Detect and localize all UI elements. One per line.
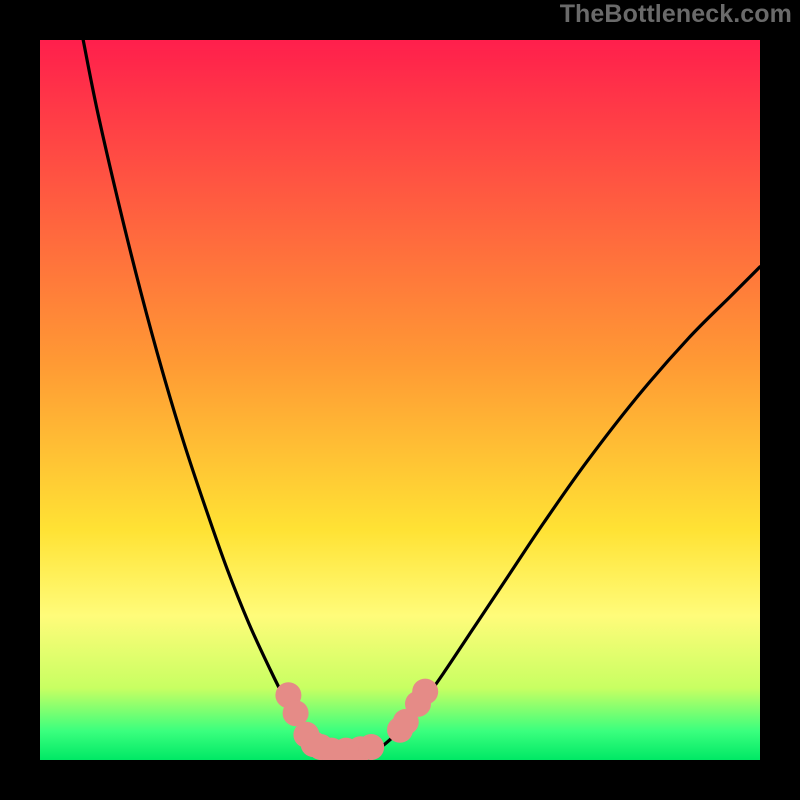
data-marker	[412, 679, 438, 705]
watermark-text: TheBottleneck.com	[560, 0, 792, 29]
chart-gradient-background	[40, 40, 760, 760]
chart-container: TheBottleneck.com	[0, 0, 800, 800]
bottleneck-chart	[0, 0, 800, 800]
data-marker	[358, 734, 384, 760]
